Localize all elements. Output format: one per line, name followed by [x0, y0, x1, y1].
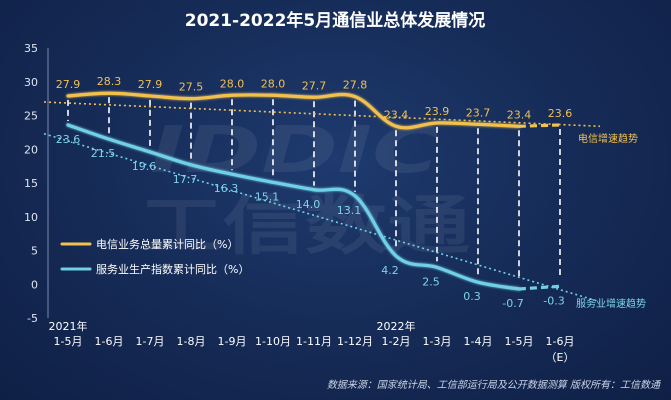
data-label-telecom: 28.0 — [220, 77, 245, 90]
y-tick-label: 30 — [24, 76, 38, 89]
data-label-telecom: 23.9 — [425, 105, 450, 118]
y-tick-label: -5 — [27, 312, 38, 325]
x-tick-label: 1-7月 — [136, 335, 165, 348]
trend-label-service: 服务业增速趋势 — [576, 297, 646, 310]
data-label-service: 17.7 — [173, 173, 198, 186]
data-label-service: -0.3 — [543, 294, 564, 307]
y-tick-label: 25 — [24, 110, 38, 123]
series-line-service-estimate — [518, 284, 561, 291]
data-label-service: 23.6 — [56, 133, 81, 146]
x-tick-label: 1-5月 — [505, 335, 534, 348]
data-label-service: 16.3 — [214, 182, 239, 195]
x-tick-label: 1-5月 — [54, 335, 83, 348]
x-estimate-label: （E） — [546, 351, 575, 364]
legend: 电信业务总量累计同比（%） 服务业生产指数累计同比（%） — [60, 237, 249, 276]
x-tick-label: 1-2月 — [382, 335, 411, 348]
series-line-telecom-estimate — [518, 123, 561, 128]
x-tick-label: 1-12月 — [337, 335, 373, 348]
series-line-telecom — [66, 91, 521, 130]
data-label-telecom: 23.4 — [384, 108, 409, 121]
x-tick-label: 1-9月 — [218, 335, 247, 348]
data-label-telecom: 27.7 — [302, 79, 327, 92]
x-axis-ticks: 2021年 1-5月 1-6月 1-7月 1-8月 1-9月 1-10月 1-11月 1-12月… — [49, 319, 575, 364]
data-label-service: 14.0 — [296, 198, 321, 211]
data-label-service: 4.2 — [381, 264, 399, 277]
legend-label-telecom: 电信业务总量累计同比（%） — [96, 237, 238, 251]
data-label-service: 15.1 — [255, 190, 280, 203]
series-line-service — [66, 123, 521, 291]
data-label-telecom: 23.6 — [548, 107, 573, 120]
data-label-telecom: 27.9 — [138, 78, 163, 91]
x-year-label: 2021年 — [49, 319, 88, 333]
data-label-service: 19.6 — [132, 160, 157, 173]
source-note: 数据来源：国家统计局、工信部运行局及公开数据测算 版权所有：工信数通 — [327, 379, 662, 391]
series-lines — [66, 91, 561, 291]
x-tick-label: 1-3月 — [423, 335, 452, 348]
data-label-service: 13.1 — [337, 204, 362, 217]
y-tick-label: 20 — [24, 143, 38, 156]
watermark: IDDIC 工信数通 — [140, 114, 470, 264]
x-tick-label: 1-6月 — [546, 335, 575, 348]
y-tick-label: 35 — [24, 42, 38, 55]
data-label-service: 0.3 — [463, 290, 481, 303]
data-label-telecom: 27.9 — [56, 78, 81, 91]
data-label-telecom: 27.5 — [179, 81, 204, 94]
y-tick-label: 10 — [24, 211, 38, 224]
legend-label-service: 服务业生产指数累计同比（%） — [96, 262, 249, 276]
y-tick-label: 0 — [31, 278, 38, 291]
x-tick-label: 1-11月 — [296, 335, 332, 348]
data-label-service: 21.5 — [91, 147, 116, 160]
trend-line-service — [43, 132, 601, 303]
data-label-telecom: 23.7 — [466, 106, 491, 119]
x-tick-label: 1-6月 — [95, 335, 124, 348]
data-label-service: 2.5 — [422, 275, 440, 288]
y-tick-label: 15 — [24, 177, 38, 190]
x-tick-label: 1-4月 — [464, 335, 493, 348]
data-label-service: -0.7 — [502, 297, 523, 310]
chart-title: 2021-2022年5月通信业总体发展情况 — [185, 10, 486, 31]
y-axis-ticks: -5 0 5 10 15 20 25 30 35 — [24, 42, 38, 325]
svg-text:工信数通: 工信数通 — [140, 190, 470, 264]
x-tick-label: 1-10月 — [255, 335, 291, 348]
x-tick-label: 1-8月 — [177, 335, 206, 348]
data-label-telecom: 28.3 — [97, 75, 122, 88]
trend-lines — [43, 101, 601, 303]
data-label-telecom: 23.4 — [507, 108, 532, 121]
y-tick-label: 5 — [31, 245, 38, 258]
data-label-telecom: 28.0 — [261, 77, 286, 90]
data-labels: 27.9 28.3 27.9 27.5 28.0 28.0 27.7 27.8 23.4 23.9… — [56, 75, 573, 310]
svg-text:IDDIC: IDDIC — [150, 114, 440, 188]
data-label-telecom: 27.8 — [343, 79, 368, 92]
trend-label-telecom: 电信增速趋势 — [578, 132, 638, 145]
x-year-label: 2022年 — [377, 319, 416, 333]
